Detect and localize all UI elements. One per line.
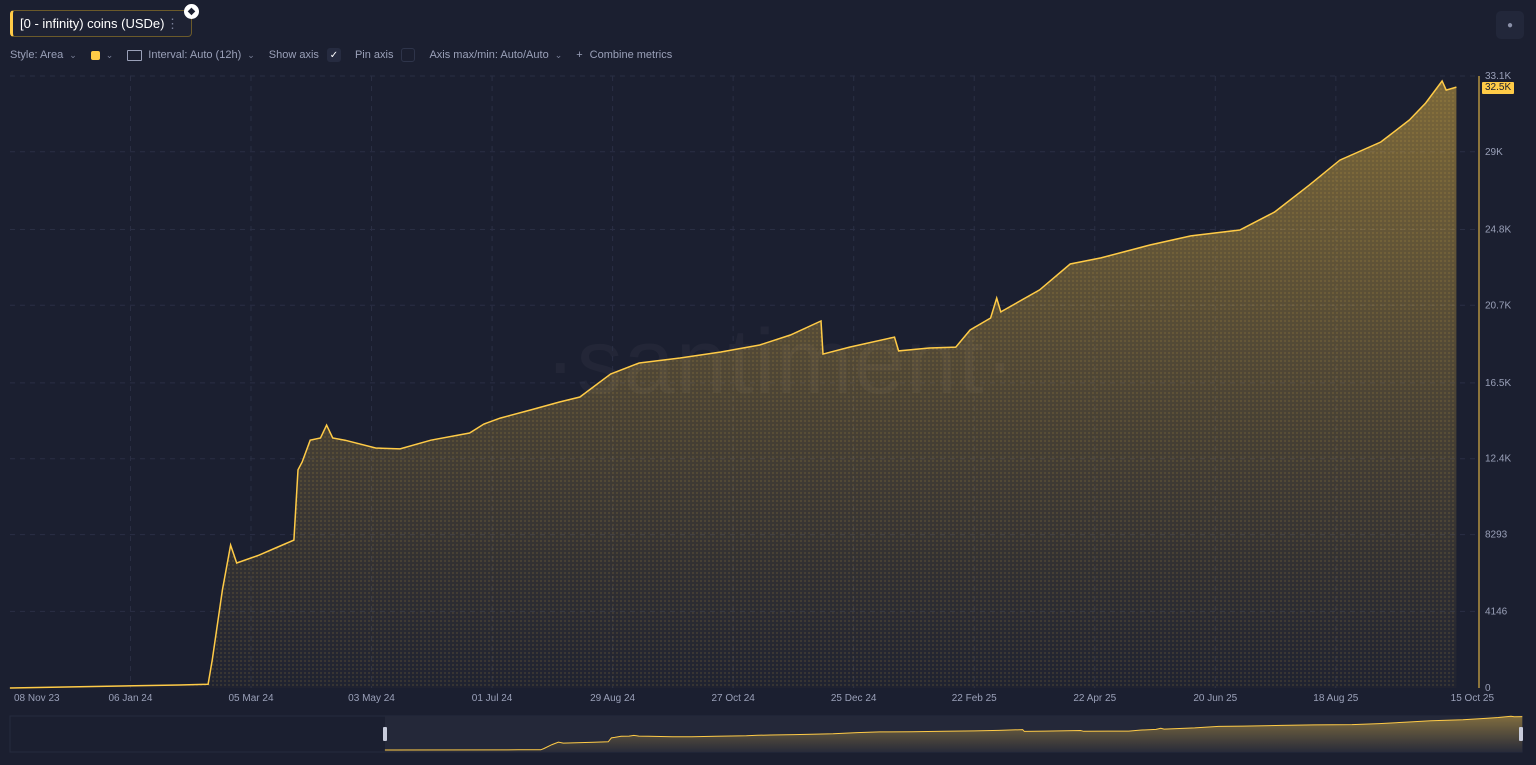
interval-icon — [127, 49, 143, 61]
axis-minmax-dropdown[interactable]: Axis max/min: Auto/Auto ⌄ — [429, 49, 562, 61]
x-tick-label: 03 May 24 — [348, 693, 395, 704]
y-tick-label: 33.1K — [1485, 71, 1511, 82]
show-axis-toggle[interactable]: Show axis ✓ — [269, 48, 341, 62]
style-label: Style: Area — [10, 49, 64, 61]
last-value-badge: 32.5K — [1482, 82, 1515, 94]
plus-icon: + — [576, 49, 583, 61]
pin-axis-label: Pin axis — [354, 49, 394, 61]
interval-dropdown[interactable]: Interval: Auto (12h) ⌄ — [127, 49, 255, 61]
area-dots — [9, 81, 1457, 688]
x-tick-label: 15 Oct 25 — [1451, 693, 1495, 704]
y-tick-label: 8293 — [1485, 530, 1508, 541]
metric-label: [0 - infinity) coins (USDe) — [20, 16, 165, 31]
x-tick-label: 08 Nov 23 — [14, 693, 60, 704]
y-tick-label: 20.7K — [1485, 300, 1511, 311]
chevron-down-icon: ⌄ — [69, 49, 77, 60]
pin-axis-toggle[interactable]: Pin axis — [355, 48, 416, 62]
x-tick-label: 22 Feb 25 — [952, 693, 997, 704]
x-tick-label: 22 Apr 25 — [1073, 693, 1116, 704]
color-dropdown[interactable]: ⌄ — [90, 49, 114, 61]
x-tick-label: 01 Jul 24 — [472, 693, 513, 704]
x-tick-label: 18 Aug 25 — [1313, 693, 1358, 704]
checkbox-unchecked[interactable] — [401, 48, 416, 62]
color-swatch — [90, 50, 100, 60]
dot-icon: ● — [1506, 19, 1514, 31]
more-vertical-icon[interactable]: ⋮ — [166, 15, 179, 31]
navigator-handle-right[interactable] — [1519, 727, 1523, 741]
y-tick-label: 29K — [1485, 147, 1503, 158]
metric-chip[interactable]: [0 - infinity) coins (USDe) ⋮ — [10, 10, 192, 37]
interval-label: Interval: Auto (12h) — [148, 49, 242, 61]
settings-button[interactable]: ● — [1496, 11, 1524, 39]
axis-minmax-label: Axis max/min: Auto/Auto — [429, 49, 549, 61]
y-tick-label: 16.5K — [1485, 378, 1511, 389]
y-tick-label: 0 — [1485, 683, 1491, 694]
ethereum-icon: ◆ — [184, 4, 199, 19]
show-axis-label: Show axis — [268, 49, 319, 61]
chevron-down-icon: ⌄ — [247, 49, 255, 60]
chart-toolbar: Style: Area ⌄ ⌄ Interval: Auto (12h) ⌄ Sho… — [10, 48, 686, 62]
y-tick-label: 4146 — [1485, 606, 1508, 617]
checkbox-checked[interactable]: ✓ — [326, 48, 341, 62]
y-tick-label: 24.8K — [1485, 224, 1511, 235]
navigator-line — [384, 715, 1523, 751]
x-tick-label: 05 Mar 24 — [228, 693, 273, 704]
x-tick-label: 29 Aug 24 — [590, 693, 635, 704]
combine-metrics-button[interactable]: + Combine metrics — [576, 49, 672, 61]
y-tick-label: 12.4K — [1485, 454, 1511, 465]
x-tick-label: 20 Jun 25 — [1193, 693, 1237, 704]
x-tick-label: 25 Dec 24 — [831, 693, 877, 704]
navigator-area — [384, 716, 1523, 752]
series-line — [9, 79, 1457, 689]
chevron-down-icon: ⌄ — [554, 49, 563, 60]
style-dropdown[interactable]: Style: Area ⌄ — [10, 49, 77, 61]
x-tick-label: 27 Oct 24 — [711, 693, 755, 704]
chevron-down-icon: ⌄ — [105, 49, 114, 60]
x-tick-label: 06 Jan 24 — [108, 693, 152, 704]
navigator-handle-left[interactable] — [383, 727, 387, 741]
combine-label: Combine metrics — [589, 49, 673, 61]
